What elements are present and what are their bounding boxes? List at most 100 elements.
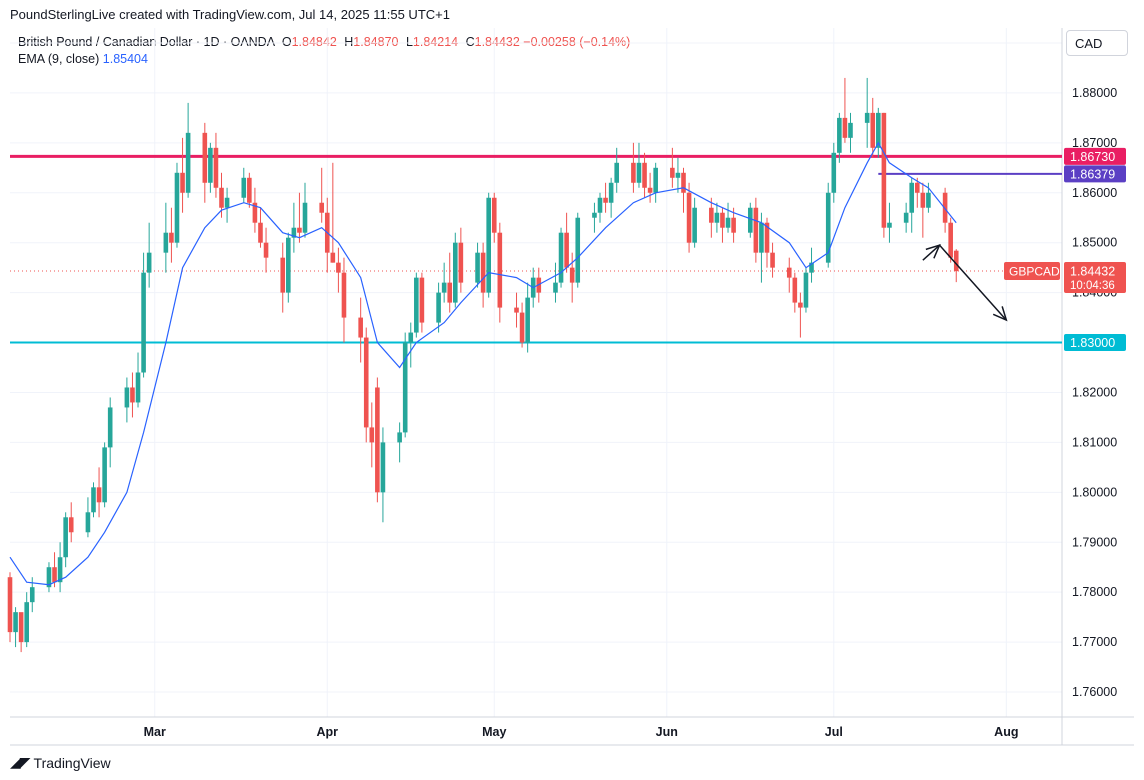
currency-button[interactable]: CAD xyxy=(1066,30,1128,56)
candle-body[interactable] xyxy=(397,432,402,443)
candle-body[interactable] xyxy=(63,517,68,558)
candle-body[interactable] xyxy=(169,232,174,243)
candle-body[interactable] xyxy=(408,332,414,343)
candle-body[interactable] xyxy=(213,147,219,188)
candle-body[interactable] xyxy=(475,252,480,283)
candle-body[interactable] xyxy=(709,207,714,223)
candle-body[interactable] xyxy=(887,222,892,228)
candle-body[interactable] xyxy=(764,222,770,253)
candle-body[interactable] xyxy=(358,317,363,338)
candle-body[interactable] xyxy=(380,442,386,493)
candle-body[interactable] xyxy=(436,292,441,323)
candle-body[interactable] xyxy=(564,232,569,268)
candle-body[interactable] xyxy=(519,312,525,343)
candle-body[interactable] xyxy=(920,192,926,208)
candle-body[interactable] xyxy=(452,242,458,303)
candle-body[interactable] xyxy=(870,112,876,148)
candle-body[interactable] xyxy=(202,132,208,183)
symbol-title[interactable]: British Pound / Canadian Dollar · 1D · O… xyxy=(18,35,275,49)
candle-body[interactable] xyxy=(24,602,29,643)
candle-body[interactable] xyxy=(163,232,169,253)
candle-body[interactable] xyxy=(96,487,102,503)
candle-body[interactable] xyxy=(914,182,920,193)
candle-body[interactable] xyxy=(631,162,636,183)
candle-body[interactable] xyxy=(130,387,135,403)
candle-body[interactable] xyxy=(185,132,191,193)
candle-body[interactable] xyxy=(341,272,347,318)
candle-body[interactable] xyxy=(7,577,13,633)
candle-body[interactable] xyxy=(642,162,647,188)
candle-body[interactable] xyxy=(441,282,447,293)
candle-body[interactable] xyxy=(798,302,803,308)
candle-body[interactable] xyxy=(419,277,425,323)
candle-body[interactable] xyxy=(948,222,953,258)
candle-body[interactable] xyxy=(68,517,74,533)
candle-body[interactable] xyxy=(369,427,375,443)
candle-body[interactable] xyxy=(241,177,247,198)
candle-body[interactable] xyxy=(52,567,57,583)
candle-body[interactable] xyxy=(174,172,180,243)
candle-body[interactable] xyxy=(597,197,603,213)
candle-body[interactable] xyxy=(302,202,308,233)
candle-body[interactable] xyxy=(291,227,297,238)
candle-body[interactable] xyxy=(29,587,35,603)
candle-body[interactable] xyxy=(909,182,915,213)
candle-body[interactable] xyxy=(953,250,959,272)
candle-body[interactable] xyxy=(91,487,96,513)
candle-body[interactable] xyxy=(692,207,697,243)
ema-label[interactable]: EMA (9, close) xyxy=(18,52,100,66)
candle-body[interactable] xyxy=(592,212,597,218)
candle-body[interactable] xyxy=(903,212,909,223)
candle-body[interactable] xyxy=(881,112,887,228)
candle-body[interactable] xyxy=(759,222,764,253)
candle-body[interactable] xyxy=(258,222,263,243)
candle-body[interactable] xyxy=(280,257,286,293)
candle-body[interactable] xyxy=(247,177,252,203)
candle-body[interactable] xyxy=(837,117,842,153)
candle-body[interactable] xyxy=(558,232,564,283)
candle-body[interactable] xyxy=(681,172,686,193)
candle-body[interactable] xyxy=(720,212,725,228)
candle-body[interactable] xyxy=(653,167,658,193)
candle-body[interactable] xyxy=(569,267,575,283)
candle-body[interactable] xyxy=(18,612,24,643)
candle-body[interactable] xyxy=(747,207,753,233)
candle-body[interactable] xyxy=(575,217,581,283)
candle-body[interactable] xyxy=(864,112,870,123)
candle-body[interactable] xyxy=(636,162,642,183)
candle-body[interactable] xyxy=(330,252,336,263)
candle-body[interactable] xyxy=(497,232,503,308)
candle-body[interactable] xyxy=(486,197,491,293)
candle-body[interactable] xyxy=(786,267,792,278)
candle-body[interactable] xyxy=(57,557,63,583)
candle-body[interactable] xyxy=(926,192,931,208)
candle-body[interactable] xyxy=(135,372,141,403)
candle-body[interactable] xyxy=(825,192,831,263)
candle-body[interactable] xyxy=(831,152,837,193)
candle-body[interactable] xyxy=(263,242,269,258)
candle-body[interactable] xyxy=(670,167,675,178)
candle-body[interactable] xyxy=(514,307,519,313)
candle-body[interactable] xyxy=(319,202,325,213)
candle-body[interactable] xyxy=(792,277,798,303)
candle-body[interactable] xyxy=(46,567,52,588)
candle-body[interactable] xyxy=(803,272,809,308)
ema-line[interactable] xyxy=(9,141,957,586)
candle-body[interactable] xyxy=(876,112,881,148)
candle-body[interactable] xyxy=(553,282,558,293)
candle-body[interactable] xyxy=(252,202,258,223)
candle-body[interactable] xyxy=(525,297,530,343)
candle-body[interactable] xyxy=(809,262,814,273)
candle-body[interactable] xyxy=(107,407,113,448)
candle-body[interactable] xyxy=(608,182,614,203)
candle-body[interactable] xyxy=(208,147,213,183)
candle-body[interactable] xyxy=(714,212,720,223)
candle-body[interactable] xyxy=(725,217,731,228)
candle-body[interactable] xyxy=(770,252,775,268)
candle-body[interactable] xyxy=(224,197,230,208)
candle-body[interactable] xyxy=(363,337,369,428)
candle-body[interactable] xyxy=(402,342,408,433)
candle-body[interactable] xyxy=(480,252,486,293)
candle-body[interactable] xyxy=(491,197,497,233)
